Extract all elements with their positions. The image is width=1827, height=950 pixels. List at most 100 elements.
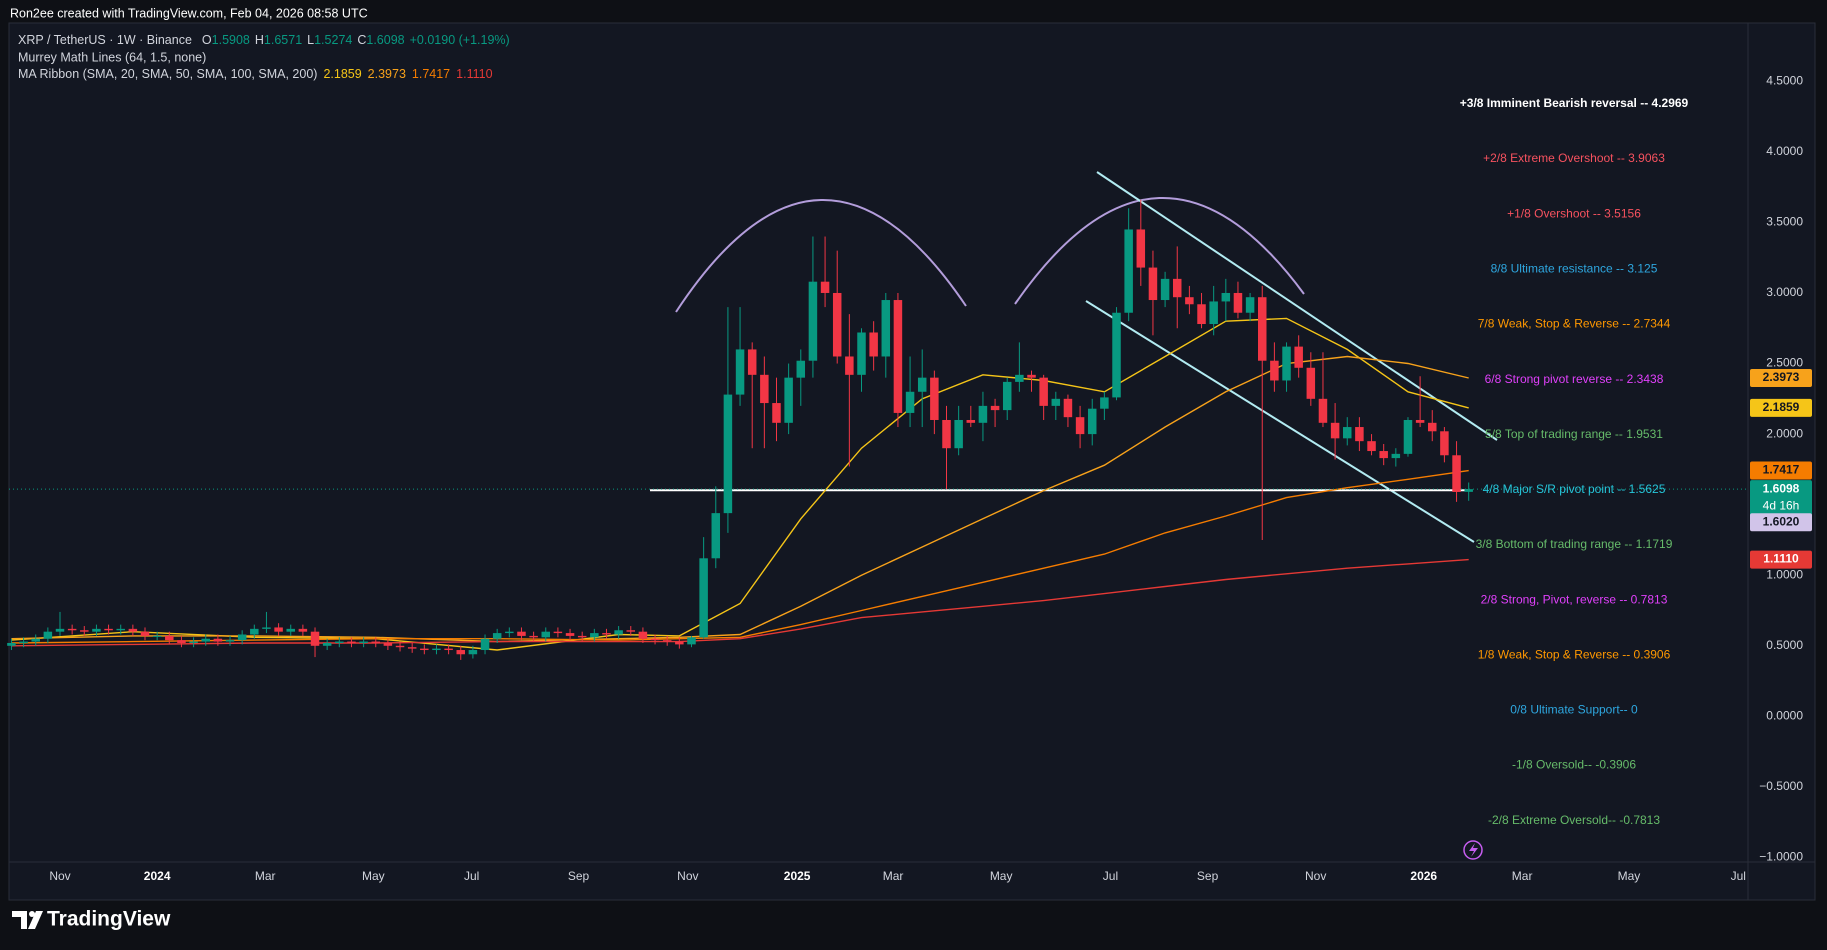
candle-body [407,647,417,649]
candle-body [747,349,757,375]
logo-part [28,911,43,929]
symbol: XRP / TetherUS · 1W · Binance [18,33,192,47]
candle-body [1185,297,1194,305]
candle-body [1197,304,1206,325]
y-tick-label: −0.5000 [1759,779,1803,793]
candle-body [140,631,150,636]
candle-body [1257,297,1267,361]
candle-body [930,377,939,420]
candle-body [55,628,65,632]
ma-price-label: 2.1859 [1763,400,1800,414]
ma-price-label-box [1750,398,1812,417]
candle-body [1379,451,1388,459]
candle-body [1294,346,1303,368]
x-tick-label: Jul [1103,869,1118,883]
ma-price-label: 2.3973 [1763,370,1800,384]
candle-body [116,628,125,631]
candle-body [1330,422,1340,439]
candle-body [954,419,963,449]
candle-body [225,640,235,642]
candle-body [1355,427,1364,442]
ribbon-value: 2.3973 [368,67,406,81]
plot-area [7,171,1748,660]
arc-left [675,199,967,313]
legend-symbol-row: XRP / TetherUS · 1W · Binance O1.5908 H1.6… [18,33,510,47]
candle-body [128,628,138,632]
candle-body [1160,278,1170,301]
candle-body [19,641,28,643]
candle-body [881,300,891,357]
arc-right [1014,196,1305,305]
current-price-label-box [1750,480,1812,517]
candle-body [1270,360,1279,381]
candle-body [177,640,186,643]
ohlc-key: H [255,33,264,47]
candle-body [723,394,733,514]
credit: Ron2ee created with TradingView.com, Feb… [10,6,368,20]
candle-body [614,630,623,635]
x-tick-label: 2026 [1410,869,1437,883]
x-tick-label: Mar [883,869,904,883]
ma-price-label-box [1750,461,1812,480]
candle-body [650,638,660,641]
candle-body [322,642,332,646]
x-tick-label: Nov [49,869,70,883]
brand: TradingView [47,908,171,931]
candle-body [1464,489,1473,492]
murrey-label: 4/8 Major S/R pivot point -- 1.5625 [1483,482,1666,496]
candle-body [760,374,769,404]
murrey-label: -2/8 Extreme Oversold-- -0.7813 [1488,813,1660,827]
ohlc-value: 1.6571 [264,33,302,47]
candle-body [383,642,393,646]
channel-upper [1096,171,1498,441]
ma-price-label-box [1750,550,1812,569]
ribbon-value: 1.7417 [412,67,450,81]
y-tick-label: 3.0000 [1766,285,1803,299]
candle-body [845,356,854,375]
murrey-label: +1/8 Overshoot -- 3.5156 [1507,206,1641,220]
candle-body [808,281,818,361]
candle-body [1403,419,1413,454]
x-tick-label: May [1618,869,1641,883]
candle-body [250,628,259,635]
y-tick-label: 3.5000 [1766,215,1803,229]
alert-bolt[interactable] [1469,843,1478,857]
candle-body [1391,453,1401,459]
candle-body [359,641,368,643]
candle-body [1100,397,1109,409]
y-tick-label: 0.5000 [1766,638,1803,652]
candle-body [905,391,915,413]
candle-body [67,628,77,631]
x-tick-label: May [990,869,1013,883]
y-tick-label: 4.5000 [1766,73,1803,87]
candle-body [893,300,903,413]
murrey-label: 0/8 Ultimate Support-- 0 [1510,703,1638,717]
candle-body [590,633,599,638]
candle-body [1428,422,1437,432]
candle-body [577,635,587,638]
ohlc-key: O [202,33,212,47]
candle-body [990,405,1000,411]
candle-body [942,419,951,449]
countdown: 4d 16h [1763,498,1800,512]
candle-body [1063,398,1073,418]
candle-body [638,631,648,639]
murrey-label: 8/8 Ultimate resistance -- 3.125 [1491,262,1658,276]
candle-body [1440,431,1449,456]
alert-icon[interactable] [1463,840,1483,860]
candle-body [371,641,380,643]
candle-body [456,650,466,655]
candle-body [869,332,878,357]
candle-body [857,332,866,375]
candle-body [201,638,210,642]
murrey-label: 1/8 Weak, Stop & Reverse -- 0.3906 [1478,647,1671,661]
murrey-label: 5/8 Top of trading range -- 1.9531 [1485,427,1663,441]
x-tick-label: May [362,869,385,883]
alert-circle[interactable] [1463,840,1483,860]
candle-body [492,633,502,639]
murrey-label: 7/8 Weak, Stop & Reverse -- 2.7344 [1478,317,1671,331]
candle-body [602,633,611,635]
candle-body [1002,381,1012,411]
